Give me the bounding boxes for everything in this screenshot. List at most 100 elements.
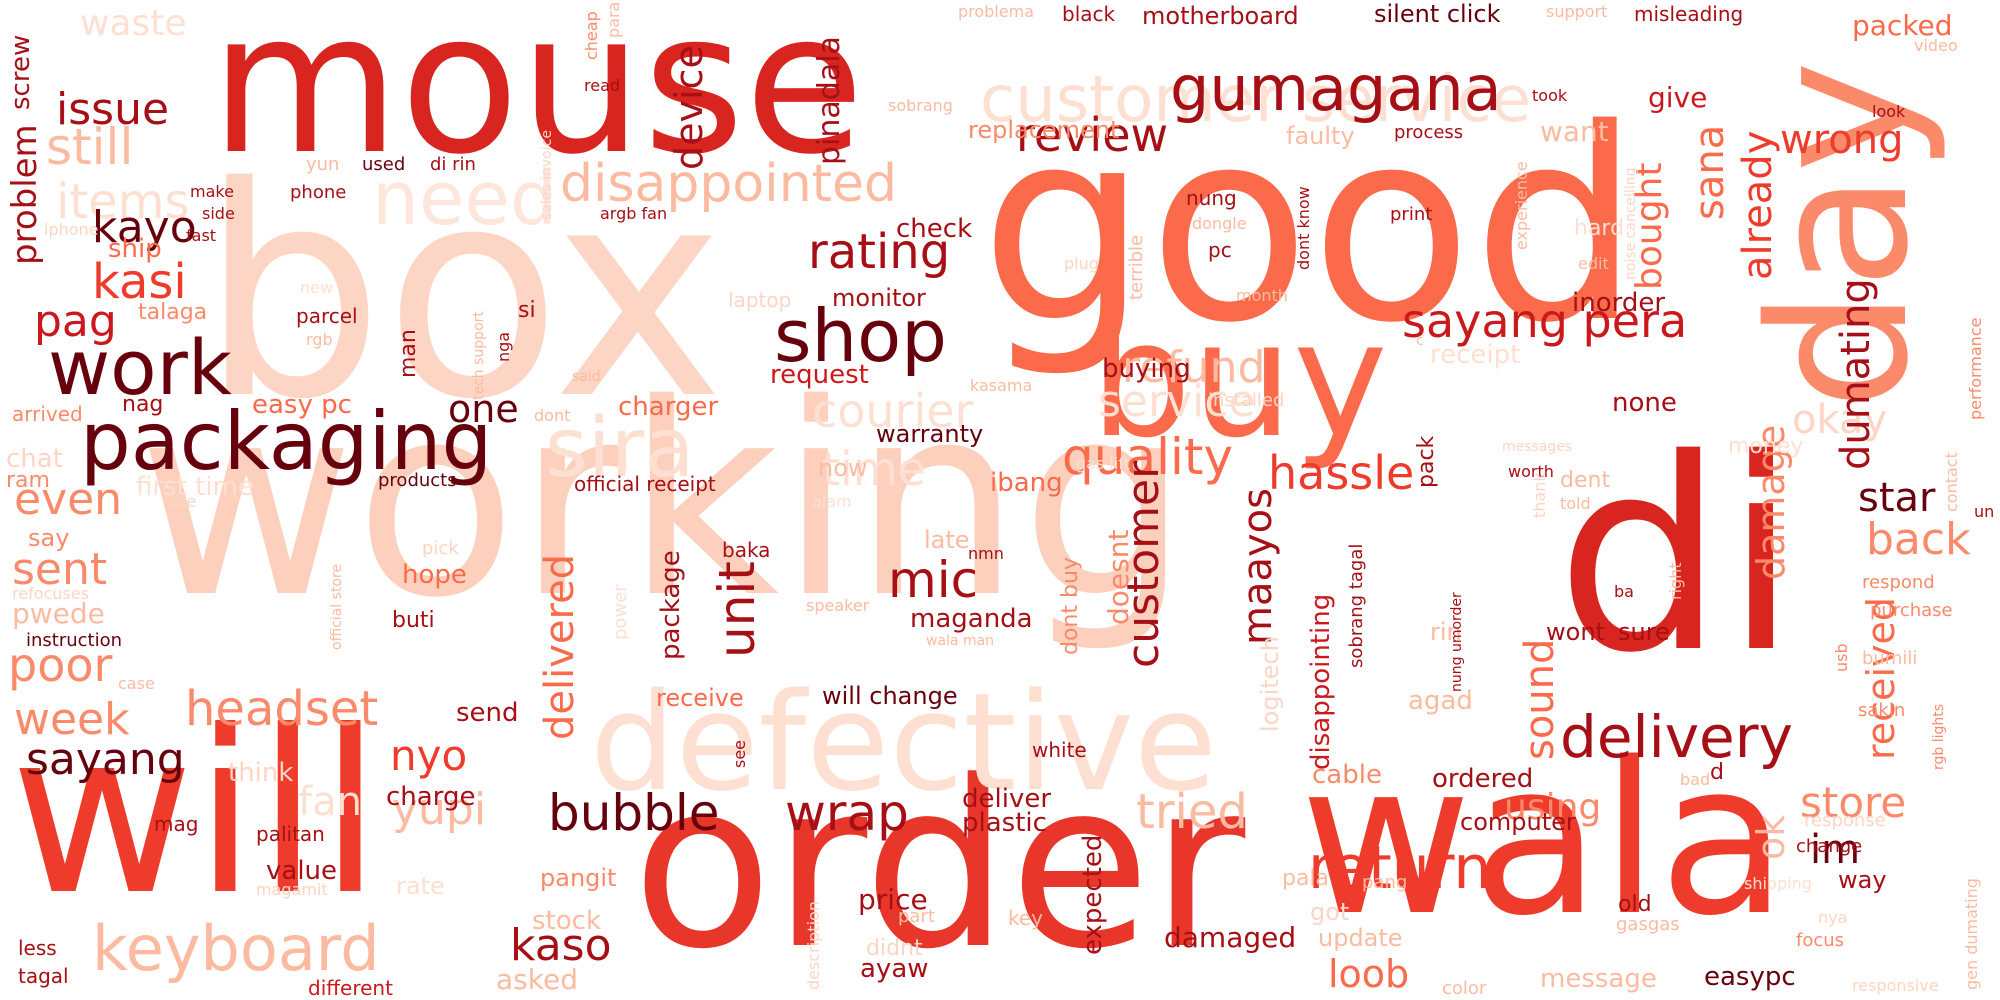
word-box: box xyxy=(200,126,725,463)
word-buy: buy xyxy=(1090,286,1388,473)
word-yupi: yupi xyxy=(392,784,487,835)
word-change: change xyxy=(1796,836,1863,857)
word-problema: problema xyxy=(958,2,1035,21)
word-issue: issue xyxy=(56,84,170,135)
word-got: got xyxy=(1310,898,1350,926)
word-doesnt: doesnt xyxy=(1102,529,1135,625)
word-value: value xyxy=(266,856,338,886)
word-defective: defective xyxy=(590,664,1217,821)
word-rate: rate xyxy=(396,872,445,900)
word-replacement: replacement xyxy=(968,116,1120,144)
word-silent-click: silent click xyxy=(1374,0,1501,28)
word-sobrang: sobrang xyxy=(888,96,953,115)
word-back: back xyxy=(1866,514,1971,565)
word-nya: nya xyxy=(1818,908,1848,927)
word-loob: loob xyxy=(1328,952,1410,996)
word-buying: buying xyxy=(1102,354,1191,384)
word-rgb-lights: rgb lights xyxy=(1931,703,1947,770)
word-ba: ba xyxy=(1614,582,1634,601)
word-part: part xyxy=(898,906,935,927)
word-asked: asked xyxy=(496,963,578,996)
word-star: star xyxy=(1858,475,1936,521)
word-nag: nag xyxy=(122,392,164,417)
word-will-change: will change xyxy=(822,682,958,710)
word-responsive: responsive xyxy=(1852,976,1939,995)
word-make: make xyxy=(190,182,234,201)
word-nung: nung xyxy=(1186,186,1237,210)
word-nung-umorder: nung umorder xyxy=(1449,592,1465,692)
word-delivered: delivered xyxy=(537,553,583,740)
word-look: look xyxy=(1872,102,1906,121)
word-description: description xyxy=(804,901,823,990)
word-side: side xyxy=(202,204,235,223)
word-order: order xyxy=(632,733,1246,1000)
word-gas-lift: gas lift xyxy=(1076,454,1130,473)
word-palitan: palitan xyxy=(256,822,325,846)
word-cheap: cheap xyxy=(582,11,601,60)
word-dent: dent xyxy=(1560,468,1611,493)
word-update: update xyxy=(1318,924,1403,952)
word-faulty: faulty xyxy=(1286,122,1355,150)
word-send: send xyxy=(456,698,519,728)
word-damaged: damaged xyxy=(1164,921,1297,954)
word-none: none xyxy=(1612,388,1677,418)
word-pala: pala xyxy=(1282,866,1330,891)
word-installed: installed xyxy=(1208,390,1285,411)
word-dont-know: dont know xyxy=(1294,186,1313,270)
word-need: need xyxy=(372,156,557,242)
word-wala-man: wala man xyxy=(926,633,995,649)
word-maayos: maayos xyxy=(1235,488,1281,645)
word-good: good xyxy=(980,73,1641,381)
word-pang: pang xyxy=(1362,872,1408,893)
word-week: week xyxy=(14,694,130,745)
word-still: still xyxy=(46,118,134,176)
word-kasama: kasama xyxy=(970,376,1033,395)
word-courier: courier xyxy=(812,384,974,438)
word-gumagana: gumagana xyxy=(1170,52,1502,125)
word-okay: okay xyxy=(1792,397,1888,443)
word-hard: hard xyxy=(1574,216,1625,241)
word-magamit: magamit xyxy=(256,880,328,899)
word-computer: computer xyxy=(1460,808,1576,836)
word-c: c xyxy=(1416,333,1424,349)
word-un: un xyxy=(1974,502,1995,521)
word-messages: messages xyxy=(1502,439,1573,455)
word-dongle: dongle xyxy=(1192,214,1247,233)
word-power: power xyxy=(610,584,631,640)
word-expected: expected xyxy=(1078,834,1108,955)
word-receipt: receipt xyxy=(1430,340,1521,370)
word-ayaw: ayaw xyxy=(860,954,929,984)
word-laptop: laptop xyxy=(728,288,792,312)
word-disappointing: disappointing xyxy=(1306,593,1336,770)
word-headset: headset xyxy=(185,681,379,737)
word-response: response xyxy=(1804,810,1886,831)
word-yun: yun xyxy=(306,154,340,175)
word-bubble: bubble xyxy=(548,784,720,842)
word-easy-pc: easy pc xyxy=(252,390,352,420)
word-di-rin: di rin xyxy=(430,154,476,175)
word-sales-invoice: sales invoice xyxy=(539,130,555,220)
word-pc: pc xyxy=(1208,238,1232,262)
word-products: products xyxy=(378,470,457,491)
word-time: time xyxy=(822,442,926,496)
word-iphone: iphone xyxy=(44,220,99,239)
word-already: already xyxy=(1735,130,1781,280)
word-di: di xyxy=(1556,403,1798,711)
word-say: say xyxy=(28,524,70,552)
word-parang: parang xyxy=(604,0,623,38)
word-thank: thank xyxy=(1530,472,1549,518)
word-pick: pick xyxy=(422,538,459,559)
word-rgb: rgb xyxy=(306,330,333,349)
word-message: message xyxy=(1540,964,1657,994)
word-monitor: monitor xyxy=(832,284,926,312)
word-arrived: arrived xyxy=(12,402,83,426)
word-refocuses: refocuses xyxy=(12,584,89,603)
word-way: way xyxy=(1838,866,1887,894)
word-baka: baka xyxy=(722,538,771,562)
word-gen-dumating: gen dumating xyxy=(1962,878,1981,990)
word-tried: tried xyxy=(1136,784,1248,840)
word-talaga: talaga xyxy=(138,300,208,325)
word-focus: focus xyxy=(1796,930,1845,951)
word-dumating: dumating xyxy=(1833,278,1879,470)
word-delivery: delivery xyxy=(1560,703,1793,771)
